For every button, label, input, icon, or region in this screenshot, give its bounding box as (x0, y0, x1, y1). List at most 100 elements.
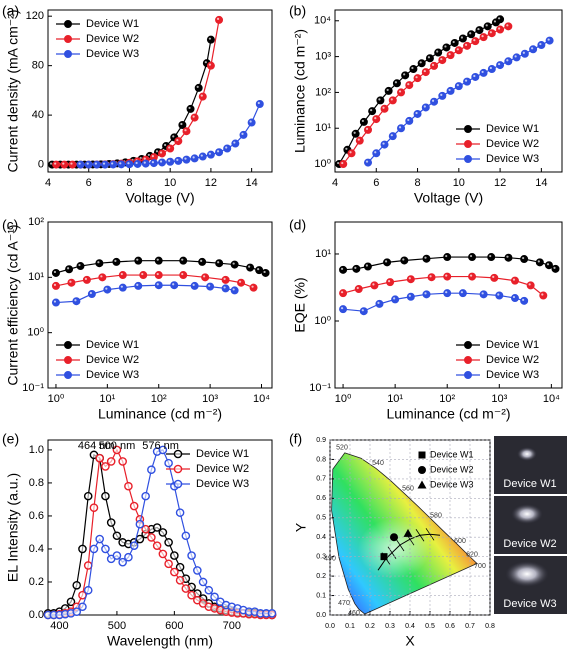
legend-marker (463, 340, 472, 349)
marker (201, 273, 210, 282)
marker-highlight (135, 161, 138, 165)
photo-label: Device W2 (503, 538, 556, 550)
marker-highlight (512, 278, 516, 281)
x-tick-label: 12 (205, 177, 217, 189)
marker-highlight (180, 122, 183, 126)
marker-highlight (208, 284, 211, 287)
marker-highlight (176, 138, 179, 142)
marker-highlight (159, 160, 163, 163)
legend-label: Device W3 (430, 479, 474, 489)
x-tick-label: 0.2 (365, 623, 375, 630)
marker-highlight (407, 118, 410, 122)
marker (182, 155, 191, 164)
legend-label: Device W1 (86, 18, 139, 30)
y-tick-label: 10² (28, 216, 44, 228)
y-tick-label: 10⁰ (314, 158, 331, 170)
marker (545, 36, 554, 45)
marker (471, 37, 480, 46)
y-tick-label: 0 (38, 158, 44, 170)
marker-highlight (164, 143, 167, 147)
marker-highlight (208, 37, 212, 40)
x-tick-label: 700 (223, 620, 241, 632)
marker (352, 264, 361, 273)
marker-highlight (70, 162, 73, 165)
marker (510, 294, 519, 303)
marker-highlight (440, 93, 443, 96)
marker-highlight (469, 32, 472, 35)
marker (215, 259, 224, 268)
marker-highlight (427, 56, 431, 59)
marker-highlight (114, 259, 117, 263)
marker (174, 137, 183, 146)
marker-highlight (398, 90, 402, 93)
marker (206, 150, 215, 159)
x-tick-label: 10² (151, 393, 167, 405)
marker (454, 46, 463, 55)
marker-highlight (522, 256, 525, 260)
marker (405, 81, 414, 90)
marker (166, 144, 175, 153)
x-tick-label: 0.1 (345, 623, 355, 630)
photo-label: Device W3 (503, 598, 556, 610)
marker (65, 265, 74, 274)
marker (479, 290, 488, 299)
legend-marker (173, 479, 183, 489)
y-tick-label: 0.4 (29, 543, 44, 555)
marker-highlight (353, 131, 356, 134)
marker (413, 74, 422, 83)
marker-highlight (184, 129, 187, 132)
marker (106, 518, 116, 527)
x-tick-label: 10³ (491, 393, 507, 405)
legend-marker (64, 370, 73, 379)
marker-highlight (382, 106, 385, 109)
marker-highlight (248, 265, 251, 268)
wavelength-label: 470 (338, 600, 350, 607)
panel: 4 6 8 10 12 14 0 40 80 120 Voltage (V) Current dens… (2, 3, 273, 206)
x-tick-label: 6 (86, 177, 92, 189)
marker (72, 607, 82, 616)
marker (380, 140, 389, 149)
legend-label: Device W1 (486, 123, 539, 135)
marker-highlight (411, 66, 414, 70)
marker-highlight (377, 301, 380, 304)
marker (421, 103, 430, 112)
marker (181, 584, 191, 593)
y-tick-label: 10⁴ (314, 15, 331, 27)
x-tick-label: 10¹ (99, 393, 115, 405)
marker (430, 61, 439, 70)
marker-highlight (53, 270, 57, 274)
marker-highlight (192, 156, 195, 159)
marker (149, 159, 158, 168)
marker-highlight (105, 287, 108, 290)
marker (174, 156, 183, 165)
marker-highlight (445, 254, 448, 258)
x-tick-label: 0.0 (325, 623, 335, 630)
marker-highlight (415, 111, 418, 115)
y-axis-label: Current efficiency (cd A⁻¹) (5, 224, 21, 385)
marker (446, 51, 455, 60)
y-tick-label: 0.7 (316, 476, 326, 483)
marker-highlight (151, 160, 154, 164)
legend-label: Device W1 (430, 449, 474, 459)
x-axis-label: Voltage (V) (414, 190, 483, 206)
marker (487, 65, 496, 74)
marker-highlight (477, 27, 480, 31)
marker (339, 305, 348, 314)
marker (372, 149, 381, 158)
marker (118, 271, 127, 280)
marker-highlight (481, 292, 484, 295)
panel: 4 6 8 10 12 14 10⁰ 10¹ 10² 10³ 10⁴ Voltage (V) Lumin… (289, 3, 563, 206)
marker (190, 154, 199, 163)
marker (383, 258, 392, 267)
marker-highlight (340, 307, 344, 310)
marker-highlight (156, 272, 159, 276)
marker-highlight (155, 150, 159, 153)
marker (221, 275, 230, 284)
marker (386, 278, 395, 287)
marker-highlight (78, 263, 81, 267)
marker (118, 457, 127, 466)
marker-highlight (204, 61, 207, 64)
marker (430, 97, 439, 106)
y-tick-label: 40 (32, 109, 44, 121)
